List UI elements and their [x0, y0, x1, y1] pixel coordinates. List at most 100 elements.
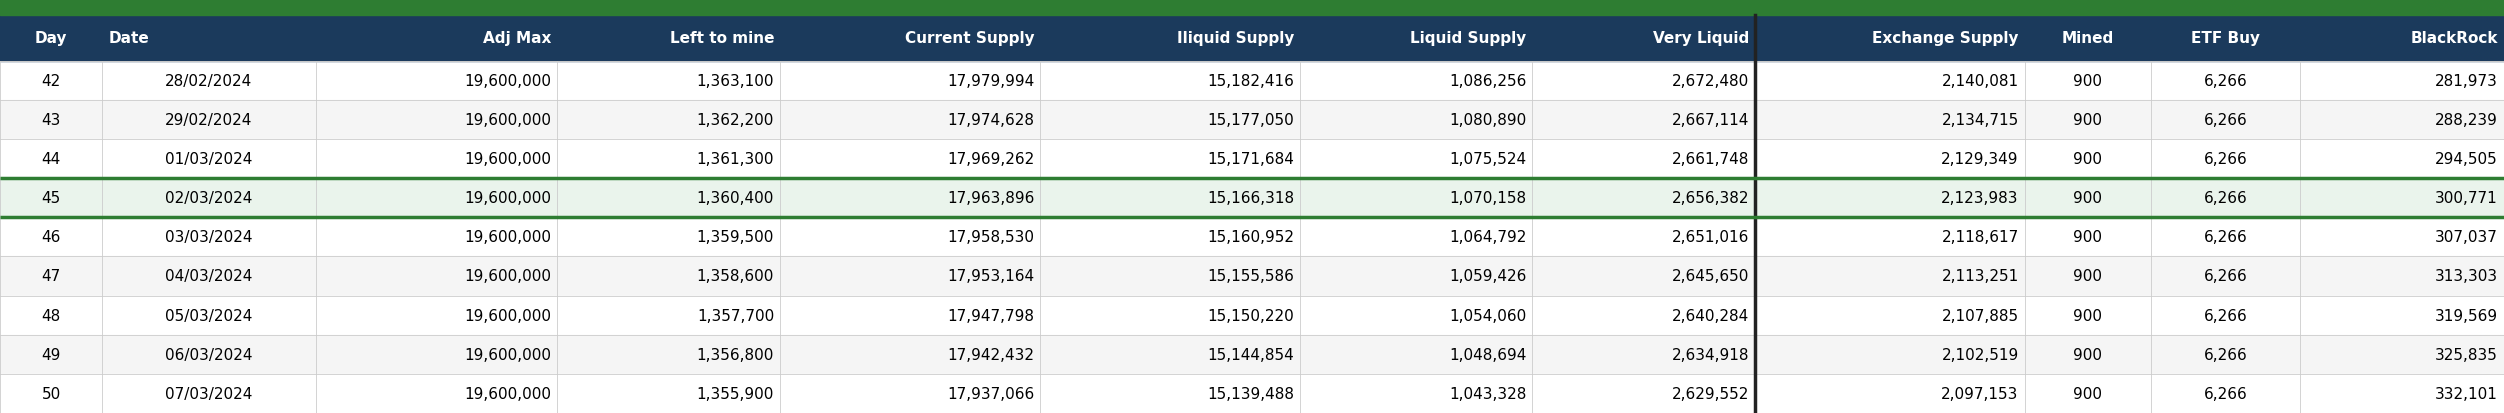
Text: 1,070,158: 1,070,158: [1450, 191, 1527, 206]
Text: 6,266: 6,266: [2204, 152, 2246, 166]
Text: 900: 900: [2073, 74, 2103, 88]
Text: 15,150,220: 15,150,220: [1207, 308, 1295, 323]
Text: 2,634,918: 2,634,918: [1673, 347, 1750, 362]
Text: 2,129,349: 2,129,349: [1941, 152, 2018, 166]
Text: 03/03/2024: 03/03/2024: [165, 230, 253, 244]
Bar: [0, 335, 2504, 374]
Text: 2,640,284: 2,640,284: [1673, 308, 1750, 323]
Text: 29/02/2024: 29/02/2024: [165, 112, 253, 128]
Text: 300,771: 300,771: [2436, 191, 2499, 206]
Text: 2,656,382: 2,656,382: [1673, 191, 1750, 206]
Text: 2,629,552: 2,629,552: [1673, 386, 1750, 401]
Text: 313,303: 313,303: [2434, 269, 2499, 284]
Text: 2,140,081: 2,140,081: [1941, 74, 2018, 88]
Text: 19,600,000: 19,600,000: [463, 269, 551, 284]
Text: 319,569: 319,569: [2434, 308, 2499, 323]
Text: Liquid Supply: Liquid Supply: [1410, 31, 1527, 46]
Text: 1,360,400: 1,360,400: [696, 191, 774, 206]
Text: 1,086,256: 1,086,256: [1450, 74, 1527, 88]
Text: 45: 45: [43, 191, 60, 206]
Bar: [0, 374, 2504, 413]
Text: 6,266: 6,266: [2204, 347, 2246, 362]
Text: Day: Day: [35, 31, 68, 46]
Bar: [0, 16, 2504, 62]
Text: 900: 900: [2073, 386, 2103, 401]
Text: 1,357,700: 1,357,700: [696, 308, 774, 323]
Text: 900: 900: [2073, 230, 2103, 244]
Text: 6,266: 6,266: [2204, 230, 2246, 244]
Text: 15,182,416: 15,182,416: [1207, 74, 1295, 88]
Bar: [0, 178, 2504, 218]
Text: 17,969,262: 17,969,262: [947, 152, 1034, 166]
Text: 2,661,748: 2,661,748: [1673, 152, 1750, 166]
Text: 46: 46: [43, 230, 60, 244]
Text: Current Supply: Current Supply: [904, 31, 1034, 46]
Text: 44: 44: [43, 152, 60, 166]
Text: 17,974,628: 17,974,628: [947, 112, 1034, 128]
Text: 19,600,000: 19,600,000: [463, 152, 551, 166]
Text: 04/03/2024: 04/03/2024: [165, 269, 253, 284]
Text: BlackRock: BlackRock: [2411, 31, 2499, 46]
Text: 17,937,066: 17,937,066: [947, 386, 1034, 401]
Text: 15,166,318: 15,166,318: [1207, 191, 1295, 206]
Text: 6,266: 6,266: [2204, 74, 2246, 88]
Text: 42: 42: [43, 74, 60, 88]
Text: 1,355,900: 1,355,900: [696, 386, 774, 401]
Text: 900: 900: [2073, 191, 2103, 206]
Text: 49: 49: [43, 347, 60, 362]
Text: 47: 47: [43, 269, 60, 284]
Text: 1,075,524: 1,075,524: [1450, 152, 1527, 166]
Text: 15,139,488: 15,139,488: [1207, 386, 1295, 401]
Text: ETF Buy: ETF Buy: [2191, 31, 2261, 46]
Text: 17,963,896: 17,963,896: [947, 191, 1034, 206]
Text: 05/03/2024: 05/03/2024: [165, 308, 253, 323]
Text: 307,037: 307,037: [2434, 230, 2499, 244]
Text: 2,102,519: 2,102,519: [1941, 347, 2018, 362]
Text: 2,645,650: 2,645,650: [1673, 269, 1750, 284]
Text: 19,600,000: 19,600,000: [463, 347, 551, 362]
Bar: [0, 140, 2504, 178]
Text: 17,942,432: 17,942,432: [947, 347, 1034, 362]
Text: Adj Max: Adj Max: [483, 31, 551, 46]
Text: 2,672,480: 2,672,480: [1673, 74, 1750, 88]
Text: Mined: Mined: [2061, 31, 2113, 46]
Text: 2,097,153: 2,097,153: [1941, 386, 2018, 401]
Text: 2,107,885: 2,107,885: [1941, 308, 2018, 323]
Text: 288,239: 288,239: [2434, 112, 2499, 128]
Text: 900: 900: [2073, 152, 2103, 166]
Text: 1,361,300: 1,361,300: [696, 152, 774, 166]
Text: 19,600,000: 19,600,000: [463, 191, 551, 206]
Text: 50: 50: [43, 386, 60, 401]
Text: 900: 900: [2073, 269, 2103, 284]
Bar: [0, 257, 2504, 296]
Text: 07/03/2024: 07/03/2024: [165, 386, 253, 401]
Text: 15,160,952: 15,160,952: [1207, 230, 1295, 244]
Text: 17,958,530: 17,958,530: [947, 230, 1034, 244]
Text: 332,101: 332,101: [2434, 386, 2499, 401]
Text: 1,359,500: 1,359,500: [696, 230, 774, 244]
Text: 1,358,600: 1,358,600: [696, 269, 774, 284]
Text: 1,059,426: 1,059,426: [1450, 269, 1527, 284]
Text: 325,835: 325,835: [2434, 347, 2499, 362]
Text: 1,356,800: 1,356,800: [696, 347, 774, 362]
Text: 6,266: 6,266: [2204, 191, 2246, 206]
Text: Iliquid Supply: Iliquid Supply: [1177, 31, 1295, 46]
Text: 15,177,050: 15,177,050: [1207, 112, 1295, 128]
Text: 1,362,200: 1,362,200: [696, 112, 774, 128]
Text: 6,266: 6,266: [2204, 112, 2246, 128]
Text: Date: Date: [108, 31, 148, 46]
Text: 900: 900: [2073, 308, 2103, 323]
Bar: [0, 100, 2504, 140]
Bar: [0, 218, 2504, 257]
Text: 1,064,792: 1,064,792: [1450, 230, 1527, 244]
Bar: [0, 62, 2504, 100]
Text: 06/03/2024: 06/03/2024: [165, 347, 253, 362]
Text: 900: 900: [2073, 347, 2103, 362]
Text: 6,266: 6,266: [2204, 308, 2246, 323]
Text: 1,363,100: 1,363,100: [696, 74, 774, 88]
Text: 1,043,328: 1,043,328: [1450, 386, 1527, 401]
Text: 900: 900: [2073, 112, 2103, 128]
Text: 19,600,000: 19,600,000: [463, 112, 551, 128]
Text: 2,667,114: 2,667,114: [1673, 112, 1750, 128]
Text: 01/03/2024: 01/03/2024: [165, 152, 253, 166]
